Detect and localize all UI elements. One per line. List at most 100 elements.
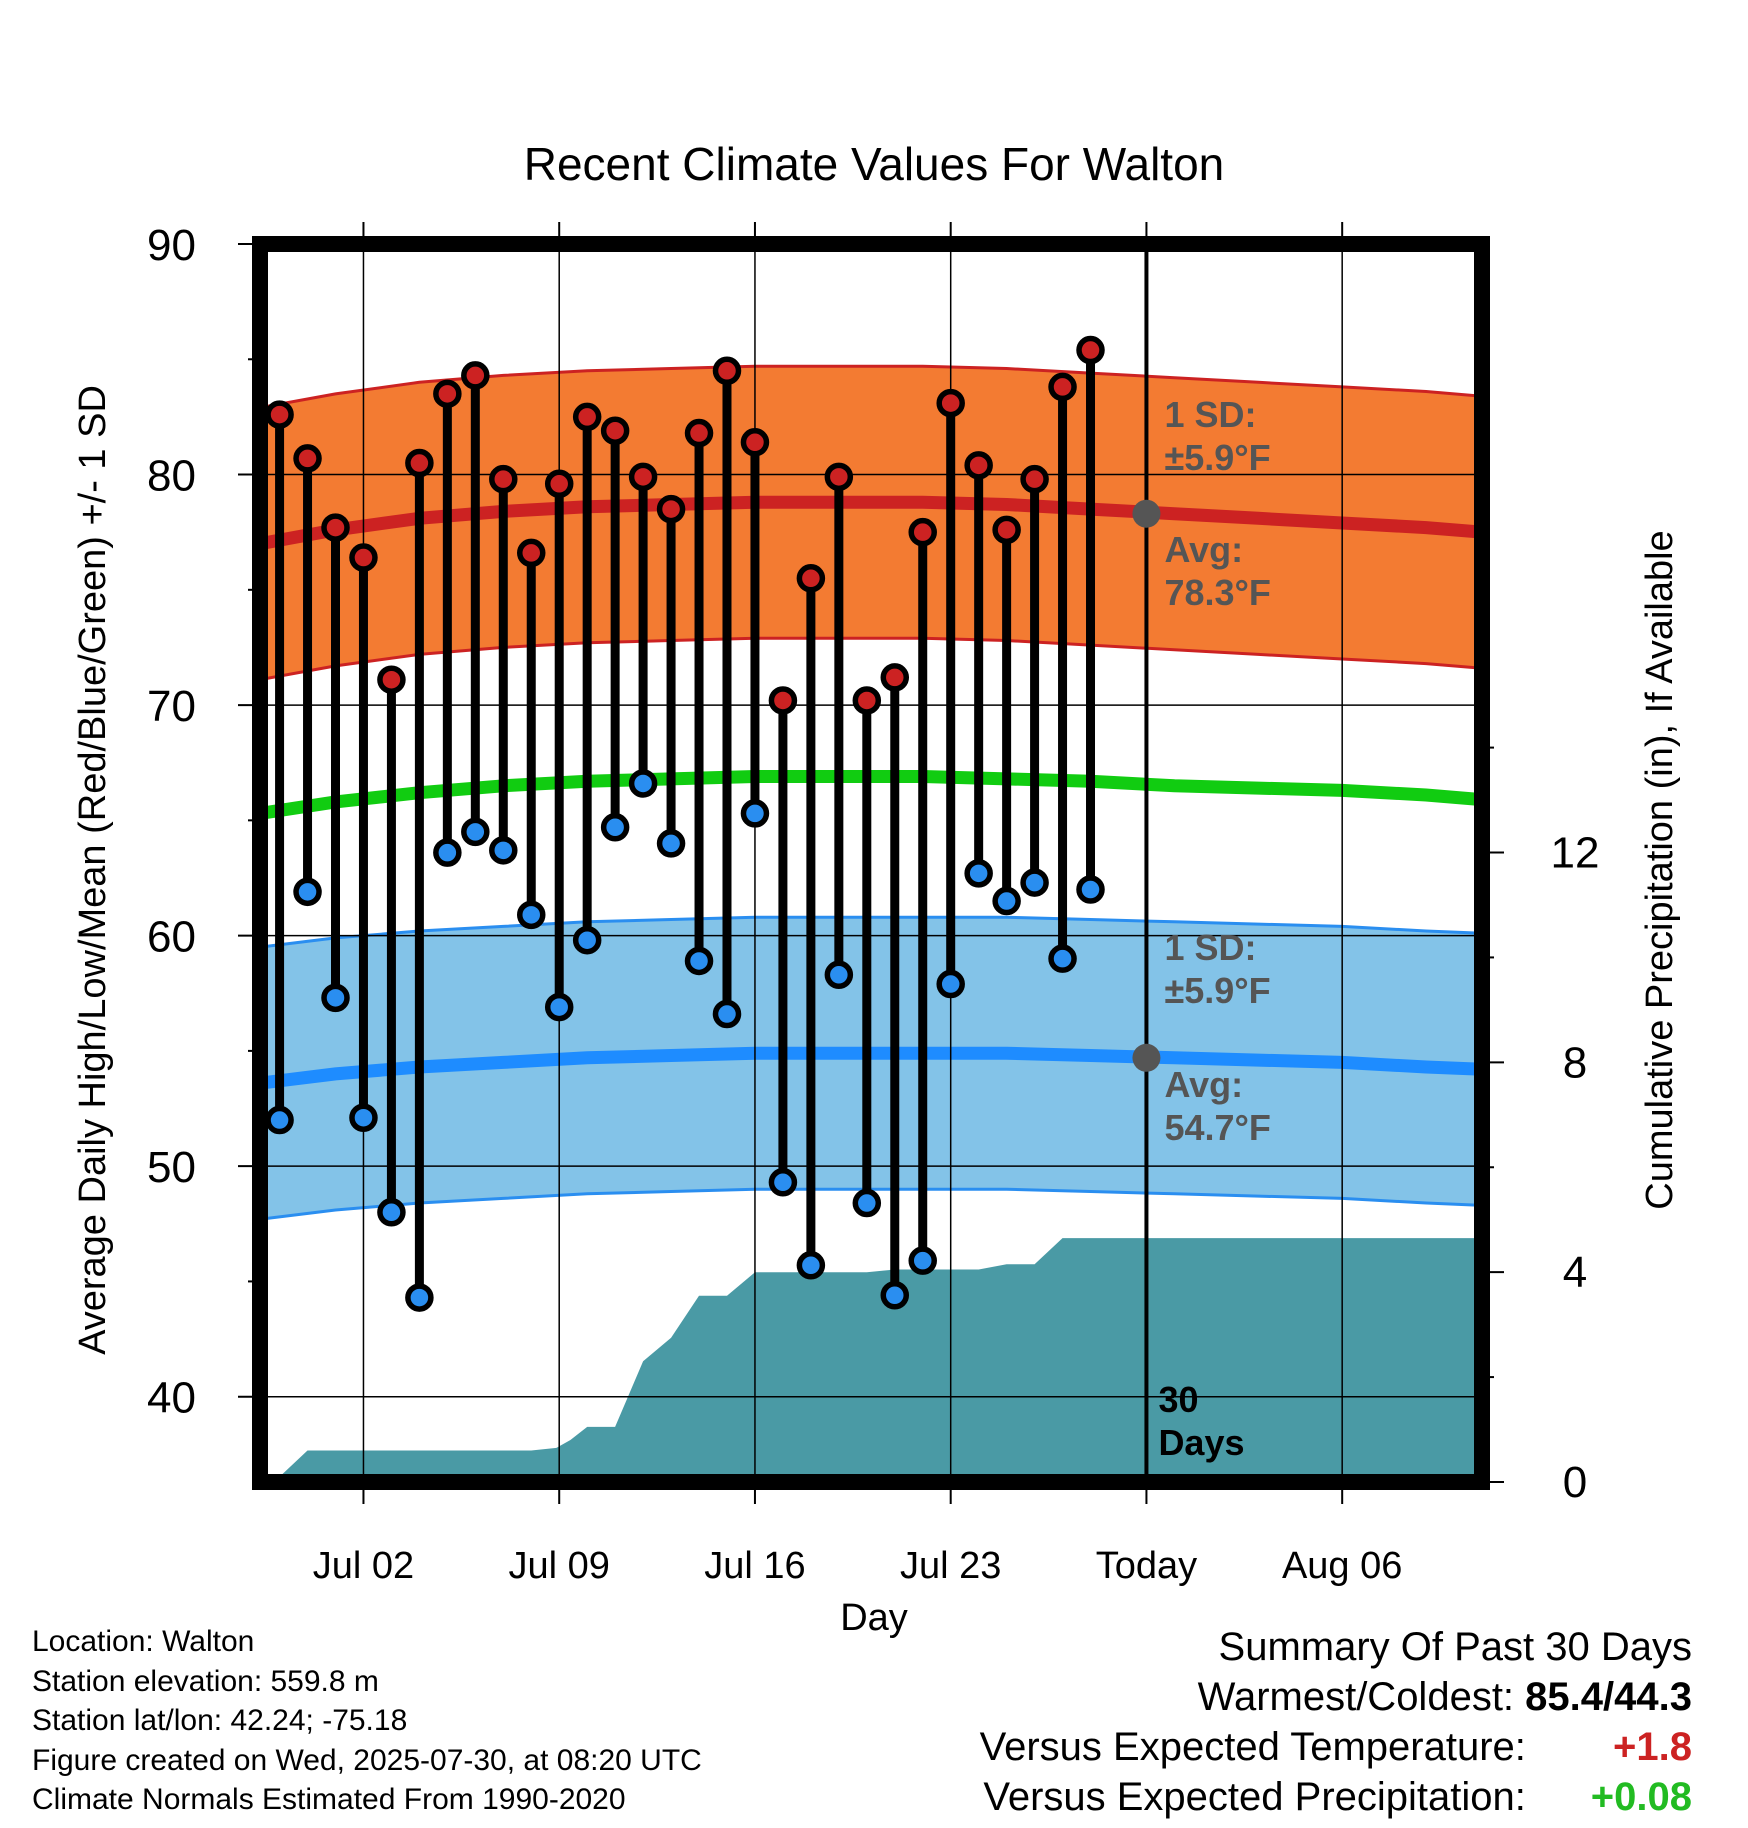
y-tick-label: 50 [147,1143,196,1192]
daily-low-point [1020,868,1049,897]
daily-high-point [992,515,1021,545]
daily-low-point [964,859,993,888]
daily-low-point [1076,875,1105,904]
daily-high-point [628,462,658,492]
daily-low-point [489,836,518,865]
precip-value: +0.08 [1590,1775,1692,1819]
location-text: Location: Walton [32,1625,255,1658]
daily-high-point [852,686,882,715]
daily-low-point [544,992,574,1022]
daily-high-point [768,686,798,715]
temp-label: Versus Expected Temperature: [979,1725,1526,1769]
daily-high-point [377,665,406,694]
precip-row: Versus Expected Precipitation: +0.08 [980,1772,1692,1822]
daily-low-point [740,799,770,828]
high-avg-annotation: Avg: 78.3°F [1164,529,1270,613]
x-tick-label: Today [1096,1545,1197,1587]
daily-high-point [1107,0,1130,12]
y2-tick-label: 0 [1563,1458,1587,1507]
low-band-upper-edge [260,915,1482,949]
x-axis-label: Day [840,1597,908,1639]
plot-frame [252,236,1490,1490]
daily-high-point [796,564,826,593]
daily-high-point [964,451,993,480]
daily-high-point [1076,335,1105,365]
daily-low-point [321,983,350,1013]
axes: 40 50 60 70 80 90 0 4 8 12 Jul 02 Jul 09 Jul 16 Jul 2… [147,221,1599,1587]
daily-high-point [405,448,434,478]
daily-high-point [461,361,490,390]
mean-line [260,770,1482,820]
daily-low-point [628,769,658,798]
daily-high-point [740,428,770,457]
daily-low-point [656,829,686,858]
low-avg-today-marker [1132,1043,1161,1072]
daily-low-point [405,1283,434,1312]
daily-high-point [321,513,350,542]
daily-high-point [656,494,686,524]
plot-content [260,0,1482,1482]
precip-area [274,1238,1482,1482]
summary-title: Summary Of Past 30 Days [1218,1625,1692,1669]
normals-text: Climate Normals Estimated From 1990-2020 [32,1783,626,1816]
daily-high-point [293,444,322,473]
x-tick-label: Jul 02 [313,1545,414,1587]
x-tick-label: Jul 09 [509,1545,610,1587]
daily-high-point [600,416,630,445]
daily-low-point [880,1281,910,1310]
x-tick-label: Aug 06 [1282,1545,1402,1587]
x-tick-label: Jul 23 [900,1545,1001,1587]
daily-low-point [433,838,462,867]
low-sd-annotation: 1 SD: ±5.9°F [1164,927,1270,1011]
temp-value: +1.8 [1613,1725,1692,1769]
daily-low-point [572,925,602,955]
plot-area: 1 SD: ±5.9°F Avg: 78.3°F 1 SD: ±5.9°F Avg: 54.7… [260,0,1482,1482]
daily-low-point [936,969,965,999]
y2-tick-label: 4 [1563,1248,1587,1297]
low-avg-annotation: Avg: 54.7°F [1164,1064,1270,1148]
daily-high-point [1048,372,1077,402]
daily-low-point [852,1188,882,1218]
daily-low-point [684,946,714,976]
daily-low-point [349,1103,378,1132]
high-avg-today-marker [1132,499,1161,528]
chart-title: Recent Climate Values For Walton [524,138,1225,190]
elevation-text: Station elevation: 559.8 m [32,1664,379,1698]
y-tick-label: 70 [147,682,196,731]
daily-low-point [600,813,630,842]
daily-low-point [293,877,322,907]
daily-high-point [433,379,462,409]
low-band-lower-edge [260,1187,1482,1221]
days-window-label: 30 Days [1158,1379,1244,1463]
daily-high-point [544,469,574,499]
warmest-row: Warmest/Coldest: 85.4/44.3 [980,1672,1692,1722]
low-avg-line [260,1046,1482,1090]
warmest-value: 85.4/44.3 [1525,1675,1692,1719]
daily-high-point [684,418,714,448]
y-axis-label: Average Daily High/Low/Mean (Red/Blue/Gr… [72,385,114,1355]
daily-low-point [712,999,742,1029]
summary-panel: Summary Of Past 30 Days Warmest/Coldest:… [980,1622,1692,1822]
created-text: Figure created on Wed, 2025-07-30, at 08… [32,1743,702,1777]
latlon-text: Station lat/lon: 42.24; -75.18 [32,1704,408,1737]
y-tick-label: 40 [147,1374,196,1423]
daily-high-point [908,517,937,547]
daily-high-point [712,356,742,386]
y-tick-label: 80 [147,452,196,501]
daily-low-point [1048,944,1077,973]
daily-high-point [489,464,518,494]
daily-high-point [1020,464,1049,494]
daily-low-point [461,817,490,847]
x-tick-label: Jul 16 [704,1545,805,1587]
high-avg-line [260,495,1482,551]
high-sd-annotation: 1 SD: ±5.9°F [1164,394,1270,478]
warmest-label: Warmest/Coldest: [1197,1675,1515,1719]
y2-axis-label: Cumulative Precipitation (in), If Availa… [1639,530,1681,1209]
precip-label: Versus Expected Precipitation: [983,1775,1526,1819]
high-sd-band [260,366,1482,680]
daily-low-point [1107,0,1130,12]
daily-low-point [265,1105,294,1135]
temp-row: Versus Expected Temperature: +1.8 [980,1722,1692,1772]
daily-low-point [992,886,1021,916]
